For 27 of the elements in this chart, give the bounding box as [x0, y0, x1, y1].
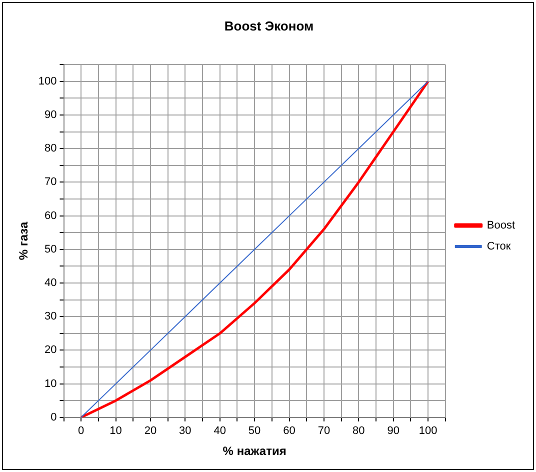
x-tick-label: 90	[387, 425, 400, 438]
x-tick-label: 10	[110, 425, 122, 438]
y-tick-label: 60	[44, 210, 57, 222]
y-axis-title: % газа	[16, 222, 31, 260]
x-tick-label: 20	[144, 425, 157, 438]
y-tick-label: 20	[44, 344, 57, 356]
y-tick-label: 0	[50, 411, 57, 424]
x-tick-label: 40	[214, 425, 226, 438]
y-tick-label: 100	[38, 75, 57, 88]
y-tick-label: 80	[44, 142, 57, 155]
x-tick-label: 50	[248, 425, 261, 438]
x-tick-label: 30	[179, 425, 192, 438]
y-tick-label: 90	[44, 109, 57, 122]
x-tick-label: 100	[418, 425, 438, 438]
x-axis-title: % нажатия	[222, 444, 286, 458]
y-tick-label: 30	[44, 310, 57, 323]
y-tick-label: 10	[44, 378, 57, 390]
y-tick-label: 50	[44, 243, 57, 256]
x-tick-label: 70	[318, 425, 330, 438]
x-tick-label: 80	[352, 425, 365, 438]
chart-title: Boost Эконом	[224, 18, 314, 34]
x-tick-label: 60	[283, 425, 296, 438]
x-tick-label: 0	[78, 425, 84, 438]
legend-label: Boost	[486, 220, 516, 232]
legend-label: Сток	[486, 240, 511, 253]
y-tick-label: 40	[44, 277, 57, 290]
y-tick-label: 70	[44, 176, 57, 188]
